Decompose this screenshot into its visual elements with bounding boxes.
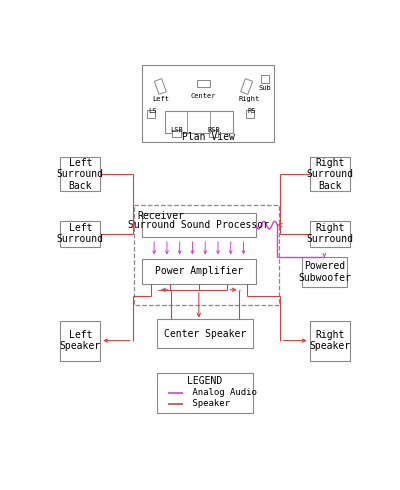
Text: Sub: Sub <box>259 85 272 91</box>
Bar <box>310 220 350 246</box>
Bar <box>240 79 252 95</box>
Text: Right
Speaker: Right Speaker <box>309 330 350 351</box>
Bar <box>60 320 100 361</box>
Text: LS: LS <box>148 108 156 114</box>
Bar <box>142 259 256 284</box>
Text: Receiver: Receiver <box>137 211 184 221</box>
Text: RSB: RSB <box>207 126 220 133</box>
Bar <box>60 220 100 246</box>
Bar <box>134 205 279 305</box>
Bar <box>142 213 256 238</box>
Bar <box>246 110 254 118</box>
Bar <box>261 75 269 83</box>
Text: Center: Center <box>191 93 216 99</box>
Text: Powered
Subwoofer: Powered Subwoofer <box>298 261 351 283</box>
Text: Power Amplifier: Power Amplifier <box>155 267 243 276</box>
Text: Speaker: Speaker <box>186 399 230 408</box>
Bar <box>157 373 253 413</box>
Bar <box>60 157 100 191</box>
Text: LSB: LSB <box>170 126 183 133</box>
Bar <box>165 111 233 133</box>
Bar <box>157 319 253 348</box>
Bar <box>147 110 155 118</box>
Text: Plan View: Plan View <box>182 132 234 142</box>
Text: RS: RS <box>247 108 256 114</box>
Bar <box>209 130 218 137</box>
Text: Left: Left <box>153 96 170 102</box>
Text: Center Speaker: Center Speaker <box>164 329 246 339</box>
Text: Right
Surround
Back: Right Surround Back <box>306 158 353 191</box>
Bar <box>142 65 274 142</box>
Bar <box>172 130 181 137</box>
Bar <box>302 257 347 287</box>
Bar <box>310 320 350 361</box>
Text: Analog Audio: Analog Audio <box>186 389 256 397</box>
Text: Surround Sound Processor: Surround Sound Processor <box>128 220 269 230</box>
Bar <box>196 79 210 87</box>
Text: Right
Surround: Right Surround <box>306 223 353 245</box>
Bar <box>154 79 166 95</box>
Text: Left
Speaker: Left Speaker <box>60 330 101 351</box>
Bar <box>310 157 350 191</box>
Text: Left
Surround: Left Surround <box>57 223 104 245</box>
Text: Left
Surround
Back: Left Surround Back <box>57 158 104 191</box>
Text: Right: Right <box>238 96 260 102</box>
Text: LEGEND: LEGEND <box>187 376 223 386</box>
